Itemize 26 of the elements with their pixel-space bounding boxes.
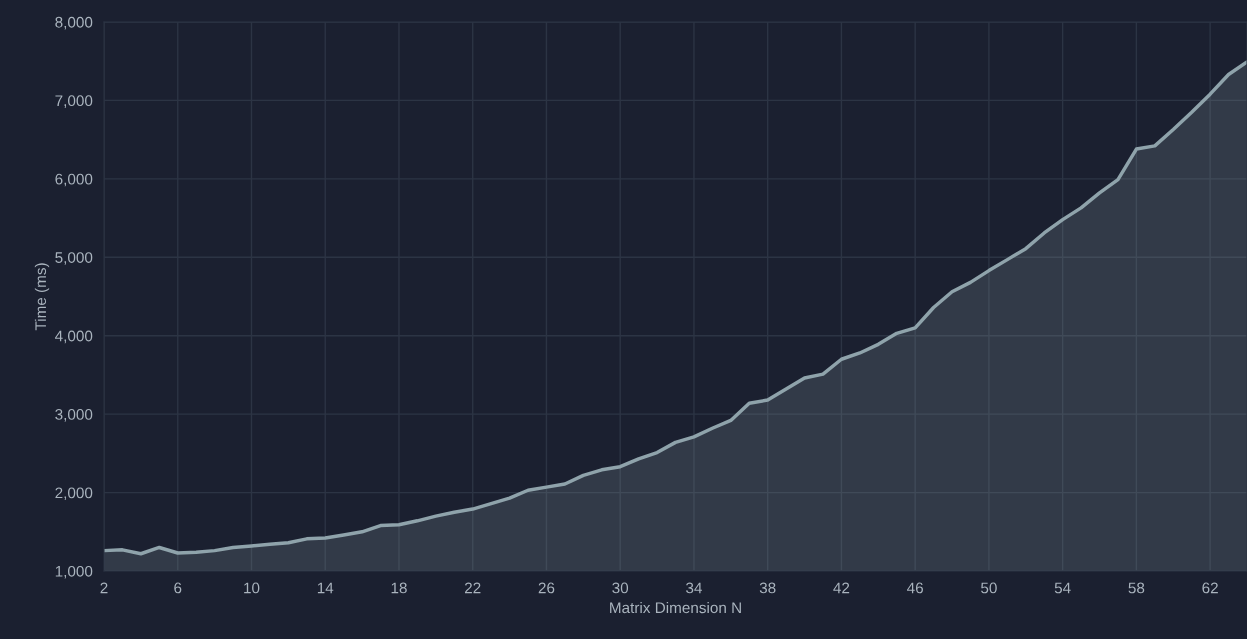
x-tick-label: 6: [174, 582, 182, 594]
y-tick-label: 4,000: [55, 330, 93, 344]
y-tick-label: 2,000: [55, 487, 93, 501]
x-tick-label: 10: [244, 582, 260, 594]
x-tick-label: 26: [538, 582, 555, 594]
x-tick-label: 42: [833, 582, 850, 594]
y-tick-label: 6,000: [55, 173, 93, 187]
x-tick-label: 62: [1202, 582, 1218, 594]
x-tick-label: 30: [612, 582, 629, 594]
y-axis-title: Time (ms): [34, 263, 50, 331]
x-tick-label: 22: [464, 582, 481, 594]
x-tick-label: 54: [1054, 582, 1071, 594]
x-tick-label: 50: [981, 582, 997, 594]
x-tick-label: 2: [100, 582, 108, 594]
x-tick-label: 34: [686, 582, 702, 594]
y-tick-label: 5,000: [55, 252, 93, 265]
y-tick-label: 3,000: [55, 409, 93, 422]
x-tick-label: 58: [1128, 582, 1145, 594]
y-tick-label: 1,000: [55, 565, 93, 579]
x-tick-label: 14: [317, 582, 334, 594]
y-tick-label: 8,000: [55, 16, 93, 30]
x-tick-label: 46: [907, 582, 923, 594]
x-tick-label: 38: [759, 582, 776, 594]
x-axis-title: Matrix Dimension N: [610, 601, 741, 614]
x-tick-label: 18: [391, 582, 407, 594]
y-tick-label: 7,000: [55, 95, 93, 108]
